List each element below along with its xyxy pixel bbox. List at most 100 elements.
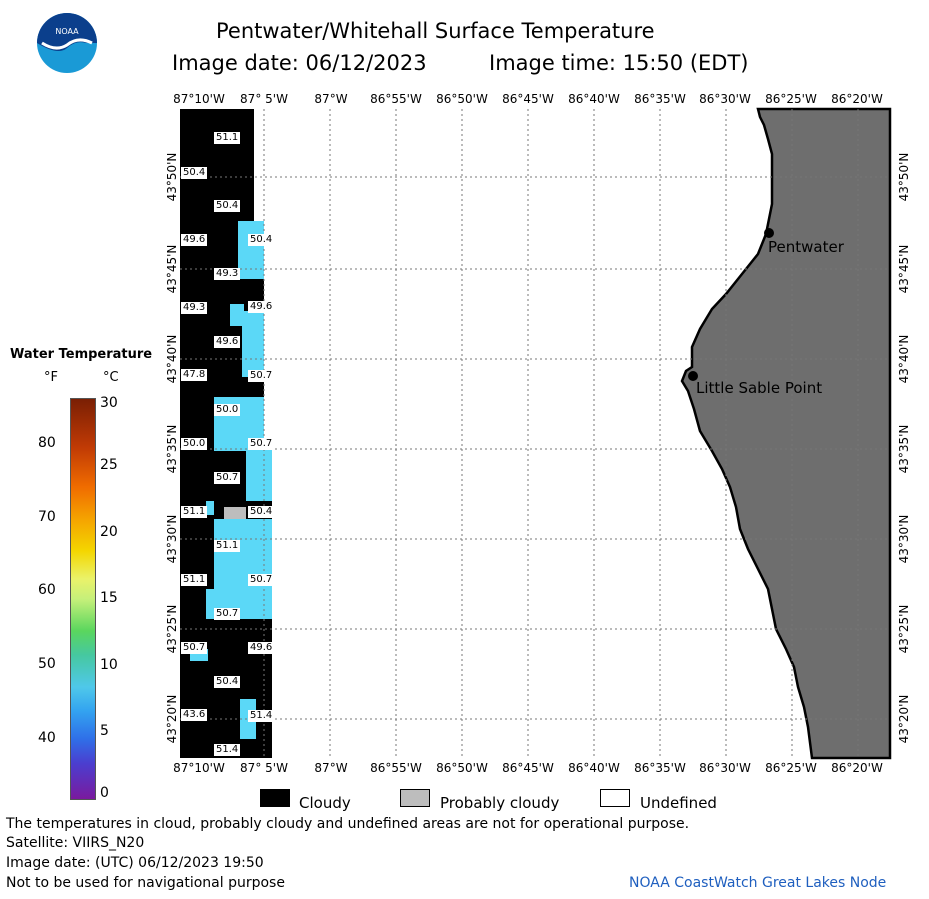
temp-label: 49.3 xyxy=(181,302,208,314)
lon-label-top: 86°25'W xyxy=(765,92,817,106)
colorbar xyxy=(70,398,96,800)
place-label-little-sable-point: Little Sable Point xyxy=(696,379,823,397)
lat-label-left: 43°40'N xyxy=(165,334,179,384)
temp-label: 50.4 xyxy=(214,676,241,688)
colorbar-c-tick: 20 xyxy=(100,524,118,540)
lon-label-bottom: 86°40'W xyxy=(568,761,620,775)
map-panel xyxy=(180,107,892,760)
temp-label: 50.7 xyxy=(181,642,208,654)
lat-label-left: 43°20'N xyxy=(165,694,179,744)
probably-cloudy-patch xyxy=(224,507,246,519)
lon-label-bottom: 86°25'W xyxy=(765,761,817,775)
temp-label: 43.6 xyxy=(181,709,208,721)
lat-label-right: 43°25'N xyxy=(897,604,911,654)
lon-label-bottom: 87°W xyxy=(314,761,348,775)
temp-label: 51.1 xyxy=(181,506,208,518)
lon-label-top: 86°50'W xyxy=(436,92,488,106)
temp-label: 50.7 xyxy=(214,608,241,620)
legend-cloudy-label: Cloudy xyxy=(299,794,351,812)
temp-label: 50.0 xyxy=(181,438,208,450)
colorbar-c-tick: 30 xyxy=(100,395,118,411)
logo-text: NOAA xyxy=(55,27,79,36)
colorbar-c-tick: 0 xyxy=(100,785,109,801)
lon-label-top: 87°10'W xyxy=(173,92,225,106)
footer-utc-date: Image date: (UTC) 06/12/2023 19:50 xyxy=(6,855,264,871)
temp-label: 50.7 xyxy=(214,472,241,484)
colorbar-f-tick: 60 xyxy=(38,582,56,598)
temp-label: 49.6 xyxy=(248,642,275,654)
temp-label: 51.1 xyxy=(214,132,241,144)
lon-label-bottom: 86°50'W xyxy=(436,761,488,775)
temp-label: 50.4 xyxy=(248,234,275,246)
land-area xyxy=(680,107,892,760)
colorbar-f-tick: 50 xyxy=(38,656,56,672)
colorbar-unit-f: °F xyxy=(44,370,58,385)
temp-label: 51.1 xyxy=(181,574,208,586)
colorbar-c-tick: 25 xyxy=(100,457,118,473)
colorbar-f-tick: 80 xyxy=(38,435,56,451)
temp-label: 50.7 xyxy=(248,574,275,586)
lon-label-top: 86°35'W xyxy=(634,92,686,106)
temp-label: 51.4 xyxy=(214,744,241,756)
lat-label-left: 43°35'N xyxy=(165,424,179,474)
footer-nav-warning: Not to be used for navigational purpose xyxy=(6,875,285,891)
place-label-pentwater: Pentwater xyxy=(768,238,844,256)
lat-label-right: 43°45'N xyxy=(897,244,911,294)
footer-credit: NOAA CoastWatch Great Lakes Node xyxy=(629,875,887,891)
lat-label-left: 43°25'N xyxy=(165,604,179,654)
colorbar-f-tick: 40 xyxy=(38,730,56,746)
lon-label-top: 86°20'W xyxy=(831,92,883,106)
lon-label-bottom: 87°10'W xyxy=(173,761,225,775)
legend-undefined-label: Undefined xyxy=(640,794,717,812)
lon-label-bottom: 86°20'W xyxy=(831,761,883,775)
temp-label: 51.1 xyxy=(214,540,241,552)
lon-label-bottom: 86°55'W xyxy=(370,761,422,775)
temp-label: 49.6 xyxy=(248,301,275,313)
lat-label-left: 43°45'N xyxy=(165,244,179,294)
lat-label-right: 43°50'N xyxy=(897,152,911,202)
footer-disclaimer: The temperatures in cloud, probably clou… xyxy=(6,816,690,832)
temp-label: 50.7 xyxy=(248,370,275,382)
colorbar-unit-c: °C xyxy=(103,370,119,385)
lon-label-top: 87°W xyxy=(314,92,348,106)
temp-label: 50.4 xyxy=(214,200,241,212)
temp-label: 50.0 xyxy=(214,404,241,416)
temp-label: 47.8 xyxy=(181,369,208,381)
temp-label: 50.7 xyxy=(248,438,275,450)
lon-label-top: 87° 5'W xyxy=(240,92,288,106)
lat-label-right: 43°35'N xyxy=(897,424,911,474)
colorbar-c-tick: 10 xyxy=(100,657,118,673)
lon-label-bottom: 86°30'W xyxy=(699,761,751,775)
legend-probably-cloudy-swatch xyxy=(400,789,430,807)
lon-label-top: 86°55'W xyxy=(370,92,422,106)
colorbar-c-tick: 5 xyxy=(100,723,109,739)
temp-label: 49.6 xyxy=(181,234,208,246)
noaa-logo: NOAA xyxy=(36,12,98,74)
lon-label-bottom: 87° 5'W xyxy=(240,761,288,775)
lat-label-right: 43°30'N xyxy=(897,514,911,564)
pentwater-marker xyxy=(764,228,774,238)
little-sable-point-marker xyxy=(688,371,698,381)
temp-label: 49.6 xyxy=(214,336,241,348)
lon-label-bottom: 86°35'W xyxy=(634,761,686,775)
lon-label-bottom: 86°45'W xyxy=(502,761,554,775)
temp-label: 50.4 xyxy=(248,506,275,518)
lon-label-top: 86°40'W xyxy=(568,92,620,106)
legend-probably-cloudy-label: Probably cloudy xyxy=(440,794,560,812)
temp-label: 50.4 xyxy=(181,167,208,179)
legend-cloudy-swatch xyxy=(260,789,290,807)
colorbar-title: Water Temperature xyxy=(10,347,153,362)
page-title: Pentwater/Whitehall Surface Temperature xyxy=(216,19,655,43)
lon-label-top: 86°45'W xyxy=(502,92,554,106)
colorbar-f-tick: 70 xyxy=(38,509,56,525)
lat-label-left: 43°30'N xyxy=(165,514,179,564)
colorbar-c-tick: 15 xyxy=(100,590,118,606)
image-date: Image date: 06/12/2023 xyxy=(172,51,427,75)
lat-label-left: 43°50'N xyxy=(165,152,179,202)
legend-undefined-swatch xyxy=(600,789,630,807)
lat-label-right: 43°40'N xyxy=(897,334,911,384)
footer-satellite: Satellite: VIIRS_N20 xyxy=(6,835,145,851)
lat-label-right: 43°20'N xyxy=(897,694,911,744)
lon-label-top: 86°30'W xyxy=(699,92,751,106)
image-time: Image time: 15:50 (EDT) xyxy=(489,51,749,75)
